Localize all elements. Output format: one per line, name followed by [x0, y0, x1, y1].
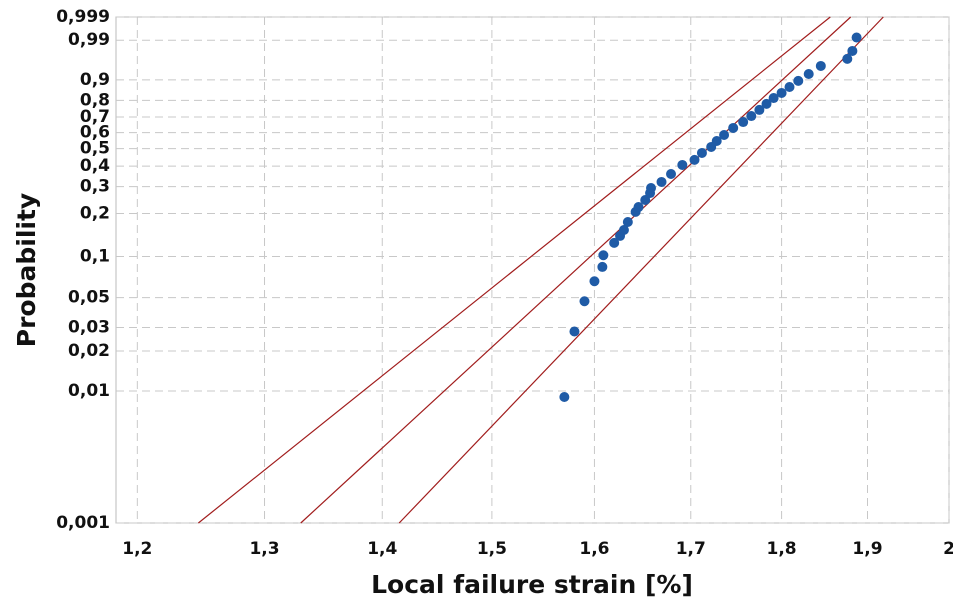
data-point — [598, 250, 609, 261]
x-tick-label: 1,2 — [122, 539, 152, 559]
data-point — [569, 326, 580, 337]
x-tick-label: 1,4 — [367, 539, 397, 559]
data-point — [728, 122, 739, 133]
y-tick-label: 0,01 — [68, 381, 110, 401]
data-point — [609, 237, 620, 248]
fit-line — [300, 16, 852, 524]
data-point — [646, 183, 657, 194]
data-point — [803, 69, 814, 80]
data-point — [589, 276, 600, 287]
data-point — [622, 216, 633, 227]
data-point — [689, 154, 700, 165]
y-tick-label: 0,7 — [80, 107, 110, 127]
x-tick-label: 1,9 — [852, 539, 882, 559]
y-axis-label: Probability — [12, 193, 41, 347]
y-tick-label: 0,999 — [56, 7, 110, 27]
y-tick-label: 0,03 — [68, 317, 110, 337]
data-point — [559, 391, 570, 402]
data-point — [666, 169, 677, 180]
plot-area — [115, 16, 950, 524]
fit-line — [398, 16, 884, 524]
y-tick-label: 0,05 — [68, 288, 110, 308]
y-tick-label: 0,2 — [80, 203, 110, 223]
data-point — [711, 135, 722, 146]
data-point — [597, 261, 608, 272]
y-tick-label: 0,6 — [80, 123, 110, 143]
x-tick-label: 1,6 — [579, 539, 609, 559]
data-point — [618, 224, 629, 235]
fit-line — [197, 16, 831, 524]
data-point — [656, 176, 667, 187]
data-point — [719, 129, 730, 140]
data-point — [815, 60, 826, 71]
x-tick-label: 1,8 — [767, 539, 797, 559]
data-point — [793, 75, 804, 86]
y-tick-label: 0,3 — [80, 177, 110, 197]
y-tick-label: 0,001 — [56, 513, 110, 533]
data-point — [847, 45, 858, 56]
y-tick-label: 0,8 — [80, 90, 110, 110]
x-axis-label: Local failure strain [%] — [371, 570, 693, 599]
data-point — [738, 117, 749, 128]
data-point — [746, 111, 757, 122]
y-tick-label: 0,1 — [80, 246, 110, 266]
y-tick-label: 0,99 — [68, 30, 110, 50]
data-point — [768, 93, 779, 104]
x-tick-label: 1,5 — [477, 539, 507, 559]
data-point — [696, 147, 707, 158]
data-point — [579, 296, 590, 307]
data-point — [842, 53, 853, 64]
x-tick-label: 2 — [943, 539, 953, 559]
y-tick-label: 0,5 — [80, 139, 110, 159]
y-tick-label: 0,02 — [68, 341, 110, 361]
y-tick-label: 0,4 — [80, 156, 110, 176]
data-point — [677, 159, 688, 170]
data-point — [784, 82, 795, 93]
data-point — [754, 104, 765, 115]
x-tick-label: 1,7 — [676, 539, 706, 559]
x-tick-label: 1,3 — [249, 539, 279, 559]
data-point — [776, 87, 787, 98]
y-tick-label: 0,9 — [80, 70, 110, 90]
data-point — [761, 98, 772, 109]
data-point — [851, 32, 862, 43]
data-point — [633, 202, 644, 213]
data-point — [640, 195, 651, 206]
